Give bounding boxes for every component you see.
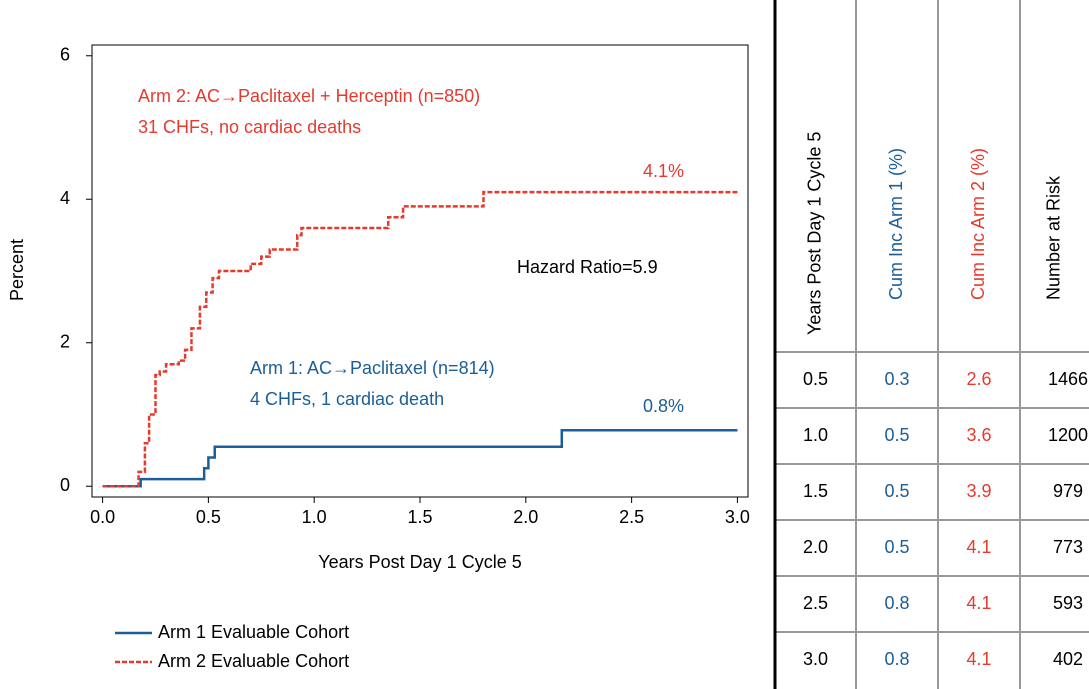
table-cell: 1.0 xyxy=(803,425,828,445)
table-cell: 2.6 xyxy=(966,369,991,389)
table-cell: 0.5 xyxy=(884,425,909,445)
table-cell: 4.1 xyxy=(966,593,991,613)
table-cell: 0.3 xyxy=(884,369,909,389)
table-cell: 3.9 xyxy=(966,481,991,501)
table-cell: 4.1 xyxy=(966,649,991,669)
annotation: 4 CHFs, 1 cardiac death xyxy=(250,389,444,409)
table-cell: 773 xyxy=(1053,537,1083,557)
table-header: Years Post Day 1 Cycle 5 xyxy=(804,132,824,335)
annotation: Arm 2: AC→Paclitaxel + Herceptin (n=850) xyxy=(138,86,480,106)
y-tick-label: 6 xyxy=(60,45,70,65)
table-cell: 0.5 xyxy=(884,481,909,501)
x-tick-label: 2.5 xyxy=(619,507,644,527)
table-cell: 593 xyxy=(1053,593,1083,613)
table-cell: 0.8 xyxy=(884,649,909,669)
table-cell: 1200 xyxy=(1048,425,1088,445)
table-cell: 2.0 xyxy=(803,537,828,557)
y-tick-label: 0 xyxy=(60,475,70,495)
table-cell: 979 xyxy=(1053,481,1083,501)
table-header: Number at Risk xyxy=(1043,175,1063,300)
x-tick-label: 3.0 xyxy=(725,507,750,527)
table-cell: 1.5 xyxy=(803,481,828,501)
x-tick-label: 1.5 xyxy=(407,507,432,527)
table-cell: 0.5 xyxy=(803,369,828,389)
table-cell: 0.8 xyxy=(884,593,909,613)
annotation: 4.1% xyxy=(643,161,684,181)
series-line xyxy=(102,190,738,488)
y-tick-label: 2 xyxy=(60,331,70,351)
table-cell: 0.5 xyxy=(884,537,909,557)
annotation: 0.8% xyxy=(643,396,684,416)
annotation: Arm 1: AC→Paclitaxel (n=814) xyxy=(250,358,495,378)
table-header: Cum Inc Arm 2 (%) xyxy=(968,148,988,300)
table-cell: 4.1 xyxy=(966,537,991,557)
table-cell: 3.6 xyxy=(966,425,991,445)
annotation: Hazard Ratio=5.9 xyxy=(517,257,658,277)
x-tick-label: 2.0 xyxy=(513,507,538,527)
table-cell: 1466 xyxy=(1048,369,1088,389)
x-tick-label: 0.0 xyxy=(90,507,115,527)
x-axis-label: Years Post Day 1 Cycle 5 xyxy=(318,552,521,572)
table-cell: 402 xyxy=(1053,649,1083,669)
x-tick-label: 1.0 xyxy=(302,507,327,527)
table-header: Cum Inc Arm 1 (%) xyxy=(886,148,906,300)
annotation: 31 CHFs, no cardiac deaths xyxy=(138,117,361,137)
table-cell: 3.0 xyxy=(803,649,828,669)
series-line xyxy=(102,429,738,488)
y-tick-label: 4 xyxy=(60,188,70,208)
legend-label: Arm 1 Evaluable Cohort xyxy=(158,622,349,642)
table-cell: 2.5 xyxy=(803,593,828,613)
x-tick-label: 0.5 xyxy=(196,507,221,527)
y-axis-label: Percent xyxy=(7,239,27,301)
legend-label: Arm 2 Evaluable Cohort xyxy=(158,651,349,671)
